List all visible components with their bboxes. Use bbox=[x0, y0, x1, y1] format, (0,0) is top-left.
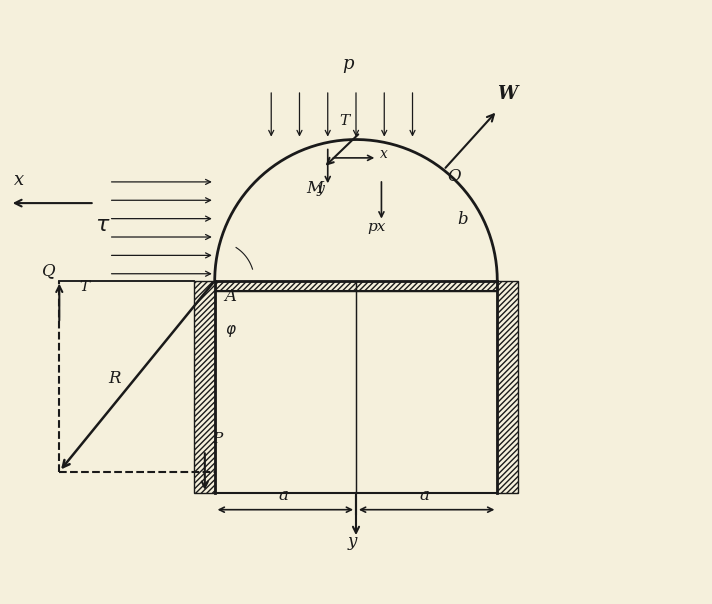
Text: y: y bbox=[347, 533, 357, 550]
Text: A: A bbox=[224, 288, 236, 304]
Text: y: y bbox=[316, 182, 324, 196]
Text: p: p bbox=[342, 55, 353, 73]
Text: x: x bbox=[380, 147, 388, 161]
Text: px: px bbox=[367, 220, 386, 234]
Text: T: T bbox=[79, 280, 89, 294]
Text: b: b bbox=[458, 211, 468, 228]
Text: O: O bbox=[448, 168, 461, 185]
Text: a: a bbox=[278, 487, 288, 504]
Text: a: a bbox=[419, 487, 429, 504]
Bar bbox=[497, 281, 518, 493]
Text: x: x bbox=[14, 171, 24, 188]
Bar bbox=[194, 281, 215, 493]
Text: T: T bbox=[339, 114, 349, 129]
Text: M: M bbox=[307, 180, 323, 198]
Text: $\tau$: $\tau$ bbox=[95, 214, 110, 236]
Text: $\varphi$: $\varphi$ bbox=[224, 324, 236, 339]
Text: P: P bbox=[212, 432, 222, 446]
Text: Q: Q bbox=[42, 262, 56, 279]
Text: W: W bbox=[497, 85, 518, 103]
Text: R: R bbox=[109, 370, 121, 387]
Bar bbox=[215, 281, 497, 291]
